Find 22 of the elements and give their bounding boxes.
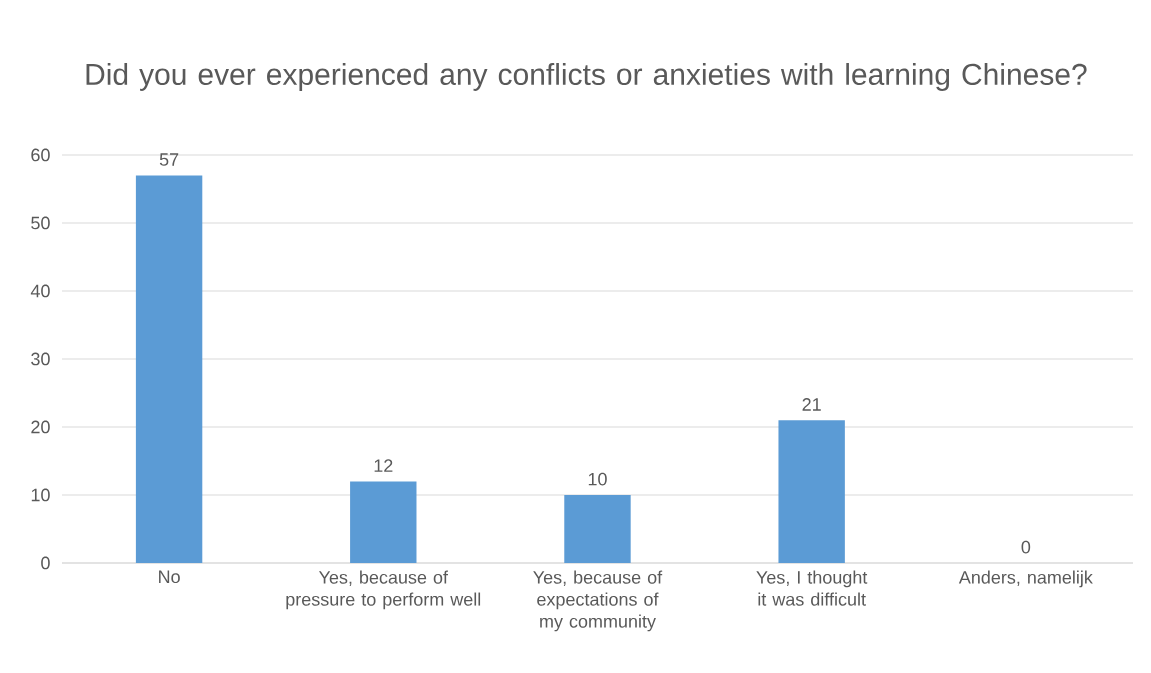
- data-label: 57: [159, 153, 179, 166]
- x-tick-label: Anders, namelijk: [958, 570, 1093, 588]
- y-tick-label: 60: [31, 148, 50, 162]
- bar: [350, 481, 417, 563]
- bar: [135, 175, 203, 563]
- y-tick-label: 20: [31, 420, 50, 434]
- y-tick-label: 30: [31, 352, 50, 366]
- y-tick-label: 0: [41, 556, 50, 570]
- y-tick-label: 10: [31, 488, 50, 502]
- bar: [564, 495, 631, 563]
- data-label: 12: [374, 459, 393, 472]
- y-tick-label: 50: [31, 216, 50, 230]
- data-label: 10: [588, 472, 607, 486]
- chart-title: Did you ever experienced any conflicts or anxieties with learning Chinese?: [86, 63, 1087, 91]
- y-tick-label: 40: [30, 284, 50, 298]
- x-tick-label: Yes, I thought it was difficult: [756, 570, 868, 606]
- data-label: 21: [802, 398, 821, 411]
- x-tick-label: No: [159, 570, 180, 584]
- bar: [778, 420, 845, 563]
- x-tick-label: Yes, because of pressure to perform well: [286, 570, 481, 610]
- x-tick-label: Yes, because of expectations of my community: [533, 570, 663, 632]
- data-label: 0: [1021, 540, 1031, 554]
